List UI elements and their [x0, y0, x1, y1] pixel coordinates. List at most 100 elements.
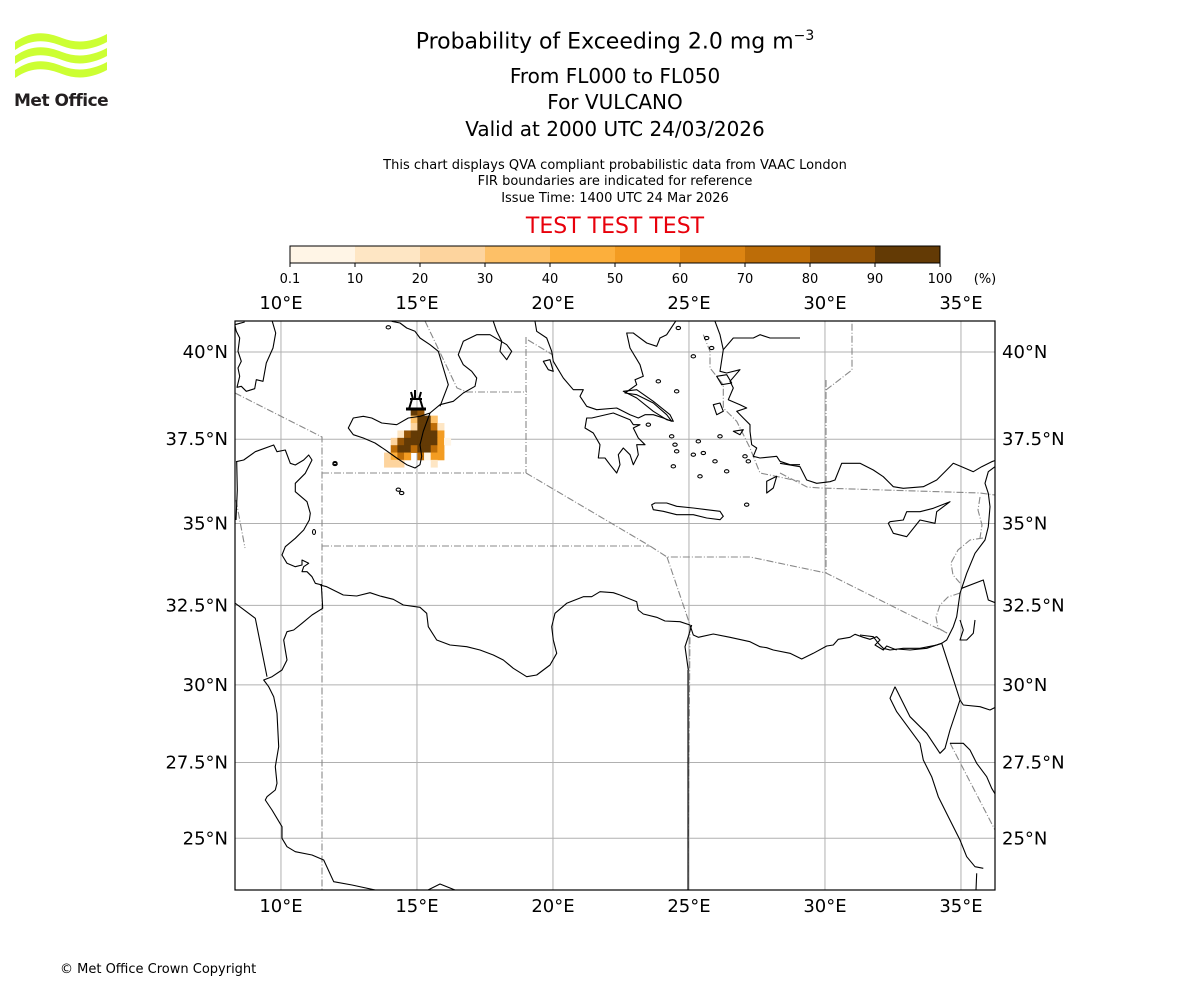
colorbar-tick-label: 70 [737, 272, 754, 287]
coastline [391, 321, 449, 407]
coastline [714, 321, 800, 466]
axis-labels: 10°E 10°E 15°E 15°E 20°E 20°E 25°E 25°E 30°E 30°E… [165, 293, 1064, 917]
colorbar-tick-label: 0.1 [280, 272, 301, 287]
probability-cell [424, 452, 432, 461]
coastline [950, 742, 995, 795]
coastline [722, 334, 800, 351]
colorbar-tick-label: 20 [412, 272, 429, 287]
lon-tick-label: 20°E [531, 896, 574, 917]
chart-title: Probability of Exceeding 2.0 mg m−3 [415, 28, 815, 55]
fir-boundary [950, 537, 984, 584]
probability-cell [417, 408, 425, 417]
probability-cell [397, 459, 405, 468]
probability-cell [390, 437, 398, 446]
island [395, 487, 402, 492]
lat-tick-label: 25°N [183, 828, 228, 849]
colorbar-segment [420, 246, 486, 263]
probability-cell [444, 437, 452, 446]
probability-cell [417, 430, 425, 439]
logo-waves-icon [15, 33, 107, 78]
island [695, 439, 702, 444]
lat-tick-label: 37.5°N [165, 429, 228, 450]
fir-note: FIR boundaries are indicated for referen… [477, 174, 753, 189]
lon-tick-label: 15°E [395, 896, 438, 917]
graticule [235, 321, 995, 890]
probability-cell [390, 445, 398, 453]
coastline [534, 321, 677, 422]
lon-tick-label: 25°E [667, 896, 710, 917]
probability-cell [430, 423, 438, 431]
island [670, 464, 677, 469]
island [622, 389, 674, 422]
probability-cell [437, 437, 445, 446]
probability-cell [417, 423, 425, 431]
country-border [427, 883, 456, 890]
fir-boundary [527, 339, 554, 356]
country-border [235, 602, 268, 677]
island [385, 325, 392, 330]
coastline [429, 321, 513, 414]
island [398, 490, 405, 496]
island [668, 434, 675, 439]
probability-cell [424, 437, 432, 446]
fir-boundary [825, 321, 853, 391]
lat-tick-label: 40°N [1002, 342, 1047, 363]
island [311, 528, 317, 536]
lat-tick-label: 30°N [1002, 675, 1047, 696]
island [673, 389, 680, 394]
island [717, 434, 723, 439]
coastline [959, 619, 976, 641]
coastline [889, 686, 984, 869]
coastline [235, 444, 323, 586]
probability-cell [417, 452, 425, 461]
island [690, 354, 697, 359]
probability-cell [430, 459, 438, 468]
test-banner: TEST TEST TEST [525, 214, 705, 239]
colorbar-tick-label: 30 [477, 272, 494, 287]
coastline [319, 584, 621, 678]
lat-tick-label: 35°N [183, 514, 228, 535]
probability-cell [397, 452, 405, 461]
probability-cell [430, 445, 438, 453]
probability-cell [437, 452, 445, 461]
colorbar-segment [745, 246, 811, 263]
colorbar-tick-label: 40 [542, 272, 559, 287]
probability-cell [410, 423, 418, 431]
probability-cell [437, 445, 445, 453]
fir-boundary [935, 592, 961, 634]
probability-cell [430, 437, 438, 446]
probability-cell [410, 408, 418, 417]
sicily-coastline [347, 412, 431, 469]
fir-boundary [525, 472, 948, 634]
colorbar-tick-label: 80 [802, 272, 819, 287]
country-border [263, 583, 376, 890]
lat-tick-label: 35°N [1002, 514, 1047, 535]
fir-boundary [235, 392, 323, 890]
colorbar-tick-label: 100 [928, 272, 953, 287]
flight-level-range: From FL000 to FL050 [509, 64, 721, 88]
island [645, 422, 652, 427]
country-border [684, 624, 693, 671]
probability-cell [397, 430, 405, 439]
probability-cell [410, 430, 418, 439]
colorbar-segment [615, 246, 681, 263]
fir-boundary [977, 496, 983, 539]
probability-cell [410, 415, 418, 424]
island [732, 429, 744, 436]
colorbar-tick-label: 60 [672, 272, 689, 287]
probability-cell [430, 415, 438, 424]
coastline [975, 873, 978, 890]
colorbar-segment [680, 246, 746, 263]
fir-boundaries [235, 321, 995, 890]
probability-cell [410, 445, 418, 453]
probability-cell [424, 430, 432, 439]
probability-cell [430, 452, 438, 461]
volcano-icon [406, 390, 426, 411]
island [723, 469, 730, 474]
probability-cell [397, 445, 405, 453]
fir-boundary [702, 334, 801, 482]
sardinia-coastline [235, 321, 277, 392]
island [542, 359, 554, 372]
island [745, 459, 752, 464]
probability-cell [417, 415, 425, 424]
